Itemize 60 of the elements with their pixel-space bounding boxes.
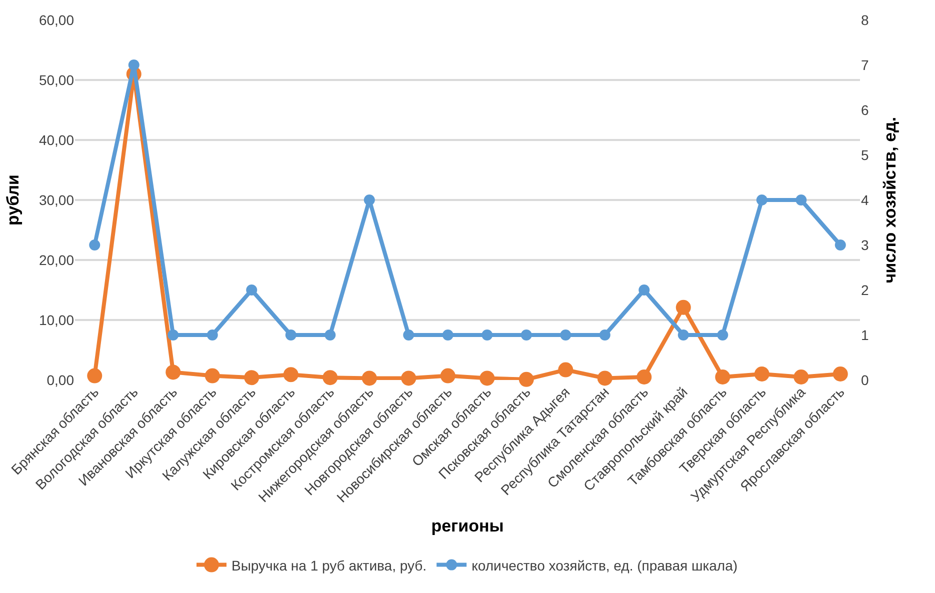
point [166,364,181,380]
point [244,370,260,386]
y2-axis-title: число хозяйств, ед. [880,116,900,284]
y-tick-label: 10,00 [38,312,74,328]
point [717,330,728,340]
point [638,284,650,296]
point [560,330,572,340]
point [599,330,610,340]
y2-tick-label: 6 [861,102,869,118]
y-tick-label: 40,00 [38,132,74,148]
point [324,330,336,340]
y2-tick-label: 8 [861,12,869,28]
point [518,372,534,387]
point [246,284,258,296]
point [168,330,179,340]
y2-tick-label: 4 [861,192,869,208]
y-tick-label: 0,00 [46,372,74,388]
point [322,370,338,386]
point [403,330,414,340]
point [558,362,574,378]
point [597,370,612,386]
point [128,60,140,70]
y-axis-title: рубли [4,174,23,226]
point [520,330,532,340]
point [442,330,454,340]
point [832,366,848,382]
point [401,370,416,386]
x-axis-title: регионы [431,516,504,536]
y2-tick-label: 3 [861,236,869,253]
point [283,367,298,382]
point [204,368,220,384]
point [364,194,375,206]
y2-tick-label: 2 [861,282,869,298]
y-tick-label: 30,00 [38,192,74,208]
point [636,370,652,384]
point [794,370,809,384]
point [796,194,807,206]
point [482,330,493,340]
point [362,370,377,386]
point [206,330,218,340]
point [754,366,770,382]
y2-tick-label: 0 [861,372,869,388]
y-tick-label: 50,00 [38,72,74,88]
point [285,330,296,340]
point [440,368,456,384]
y2-tick-label: 7 [861,56,869,73]
point [89,240,100,250]
y2-tick-label: 5 [861,146,869,163]
legend-label: Выручка на 1 руб актива, руб. [232,557,427,574]
point [678,330,689,340]
y2-tick-label: 1 [861,326,869,343]
point [715,370,730,384]
point [676,300,691,315]
y-tick-label: 20,00 [38,252,74,268]
y-tick-label: 60,00 [38,12,74,28]
point [756,194,768,206]
point [480,370,495,386]
point [87,368,102,384]
point [834,240,846,250]
legend-label: количество хозяйств, ед. (правая шкала) [472,557,738,574]
